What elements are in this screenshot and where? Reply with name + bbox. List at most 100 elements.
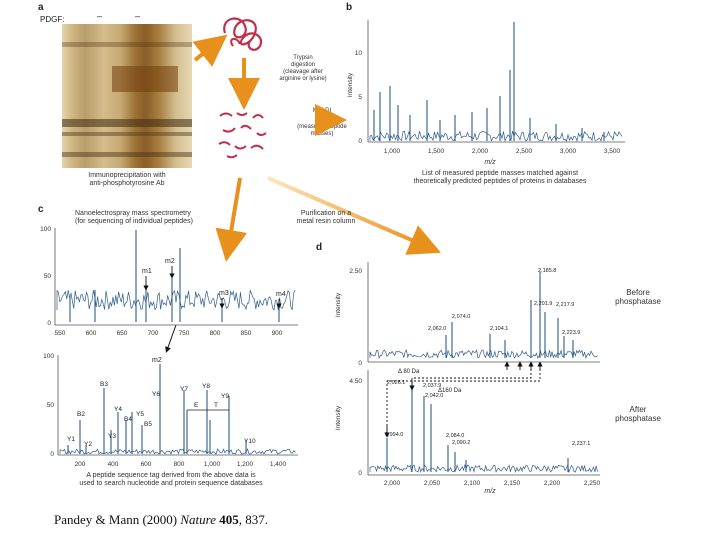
panel-a-caption-1: Immunoprecipitation with: [88, 172, 166, 179]
nano-top-xtick-7: 900: [272, 330, 283, 337]
arrow-spectrum-zoom: [165, 324, 177, 353]
maldi-xtick-2: 2,000: [472, 148, 489, 155]
nano-top-xtick-6: 850: [241, 330, 252, 337]
maldi-noise: [369, 130, 623, 143]
panel-b-caption-2: theoretically predicted peptides of prot…: [413, 178, 587, 186]
nano-top-ytick-1: 50: [44, 273, 52, 280]
before-peak-label-2: 2,217.9: [556, 302, 574, 308]
panel-a-letter: a: [38, 2, 44, 13]
panel-b-letter: b: [346, 2, 353, 13]
ion-label-9: B5: [144, 421, 152, 428]
nano-top-xtick-1: 600: [86, 330, 97, 337]
panel-c-letter: c: [38, 204, 44, 215]
maldi-xlabel: m/z: [484, 159, 496, 166]
nano-top-xtick-3: 700: [148, 330, 159, 337]
citation-authors: Pandey & Mann (2000): [54, 512, 181, 527]
before-peak-label-1: 2,201.9: [534, 301, 552, 307]
d-xtick-0: 2,000: [384, 480, 401, 487]
ion-label-14: E: [194, 402, 199, 409]
ion-label-7: B4: [124, 416, 132, 423]
d-bottom-ylabel: Intensity: [335, 405, 342, 430]
marker-m3: m3: [219, 290, 229, 297]
citation: Pandey & Mann (2000) Nature 405, 837.: [54, 512, 268, 528]
d-xlabel: m/z: [484, 488, 496, 495]
maldi-ytick-0: 10: [355, 50, 363, 57]
d-ytick-0-1: 0: [358, 360, 362, 367]
panel-d-letter: d: [316, 242, 323, 253]
pdgf-label: PDGF:: [40, 15, 65, 24]
after-peak-label-2: 2,042.0: [425, 393, 443, 399]
nano-top-xtick-2: 650: [117, 330, 128, 337]
marker-m1: m1: [142, 268, 152, 275]
ion-label-13: Y10: [244, 438, 256, 445]
d-ytick-1-0: 4.50: [349, 378, 362, 385]
ion-label-3: Y8: [202, 383, 210, 390]
nano-bot-noise: [59, 447, 296, 455]
lane1-sign: –: [97, 11, 103, 21]
ion-label-15: T: [214, 402, 218, 409]
arrow-gel-to-protein: [192, 34, 228, 67]
nano-bot-xtick-6: 1,400: [270, 461, 287, 468]
panel-c-caption-2: used to search nucleotide and protein se…: [79, 480, 263, 488]
arrow-to-nanoelectrospray: [215, 177, 248, 262]
after-phosphatase-1: After: [629, 405, 647, 414]
d-xtick-1: 2,050: [424, 480, 441, 487]
citation-journal: Nature: [180, 512, 217, 527]
d-xtick-2: 2,100: [464, 480, 481, 487]
ion-label-10: Y3: [108, 433, 116, 440]
before-peak-label-3: 2,074.0: [452, 314, 470, 320]
after-peak-label-0: 2,026.1: [387, 380, 405, 386]
maldi-ytick-2: 0: [358, 138, 362, 145]
nano-line-1: Nanoelectrospray mass spectrometry: [75, 210, 191, 217]
after-peak-label-6: 2,237.1: [572, 441, 590, 447]
ion-label-6: Y4: [114, 406, 122, 413]
after-peak-label-5: 2,090.2: [452, 440, 470, 446]
maldi-ylabel: Intensity: [347, 72, 354, 97]
ion-label-5: B2: [77, 411, 85, 418]
purification-line-1: Purification on a: [300, 210, 352, 217]
nano-bot-xtick-3: 800: [174, 461, 185, 468]
arrow-to-purification: [267, 176, 442, 255]
before-peak-label-5: 2,062.0: [428, 326, 446, 332]
citation-pages: , 837.: [238, 512, 269, 527]
maldi-xtick-3: 2,500: [516, 148, 533, 155]
ion-label-0: B3: [100, 381, 108, 388]
nano-bot-xtick-5: 1,200: [237, 461, 254, 468]
before-phosphatase-2: phosphatase: [615, 297, 661, 306]
peptide-fragments-icon: [218, 112, 267, 159]
marker-m2: m2: [165, 258, 175, 265]
nano-top-ytick-0: 100: [40, 226, 51, 233]
d-xtick-5: 2,250: [584, 480, 601, 487]
after-peak-label-4: 2,084.0: [446, 433, 464, 439]
d-xtick-3: 2,150: [504, 480, 521, 487]
maldi-xtick-5: 3,500: [604, 148, 621, 155]
after-peak-label-3: 1,994.0: [385, 432, 403, 438]
nano-bot-ytick-1: 50: [47, 402, 55, 409]
nano-top-xtick-4: 750: [179, 330, 190, 337]
marker-m2-bottom: m2: [152, 357, 162, 364]
lane2-sign: –: [135, 11, 141, 21]
before-noise: [369, 349, 598, 360]
maldi-ytick-1: 5: [358, 94, 362, 101]
panel-c-caption-1: A peptide sequence tag derived from the …: [86, 472, 256, 479]
maldi-xtick-4: 3,000: [560, 148, 577, 155]
protein-squiggle-icon: [223, 17, 263, 51]
nano-line-2: (for sequencing of individual peptides): [75, 218, 193, 226]
before-peak-label-0: 2,185.8: [538, 268, 556, 274]
d-top-ylabel: Intensity: [335, 292, 342, 317]
trypsin-line-3: (cleavage after: [283, 68, 323, 75]
nano-bot-ytick-2: 0: [50, 451, 54, 458]
nano-top-xtick-0: 550: [55, 330, 66, 337]
delta-160-label: Δ160 Da: [438, 388, 462, 394]
d-ytick-0-0: 2.50: [349, 268, 362, 275]
d-ytick-1-1: 0: [358, 470, 362, 477]
before-peak-label-6: 2,223.9: [562, 330, 580, 336]
ion-label-4: Y9: [221, 393, 229, 400]
nano-bot-xtick-4: 1,000: [204, 461, 221, 468]
d-xtick-4: 2,200: [544, 480, 561, 487]
nano-bot-xtick-2: 600: [141, 461, 152, 468]
trypsin-line-1: Trypsin: [293, 55, 313, 61]
